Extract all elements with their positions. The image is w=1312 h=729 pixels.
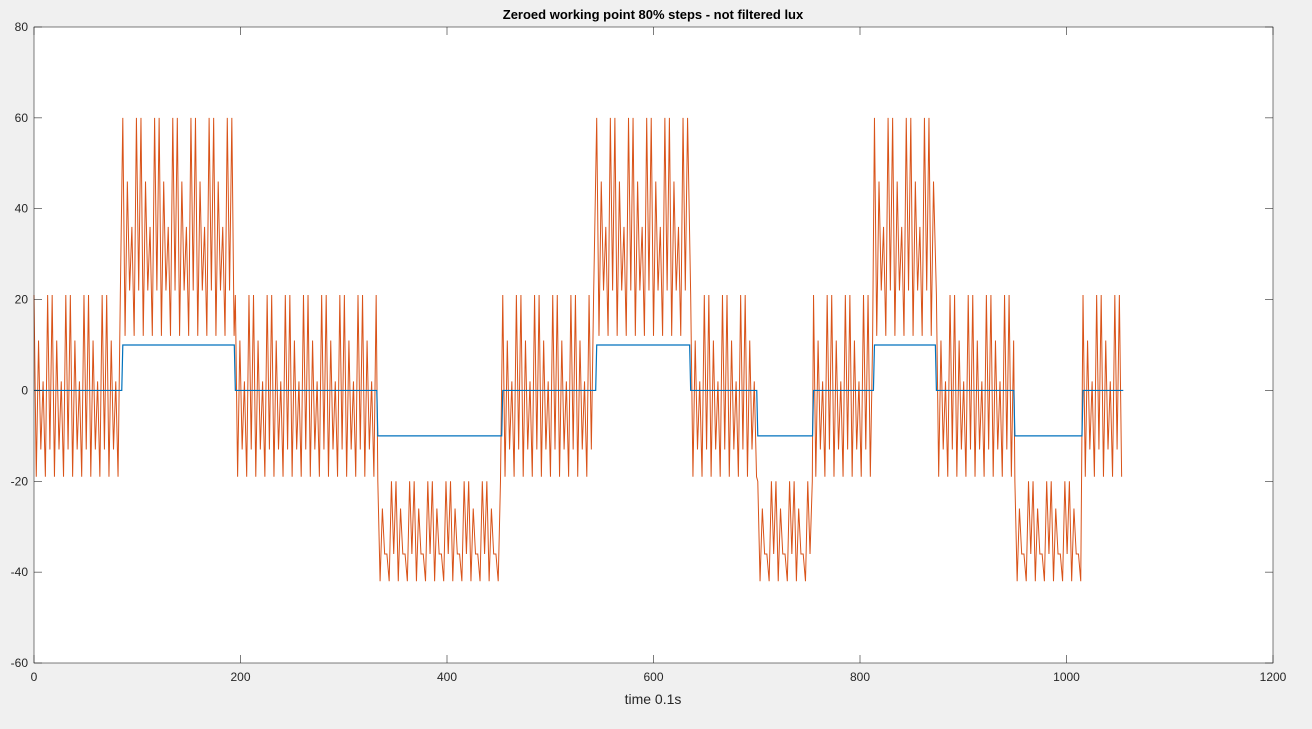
- y-tick-label: -20: [11, 474, 29, 488]
- x-tick-label: 1200: [1260, 670, 1287, 684]
- x-tick-label: 400: [437, 670, 457, 684]
- x-tick-label: 1000: [1053, 670, 1080, 684]
- chart-title: Zeroed working point 80% steps - not fil…: [503, 7, 804, 22]
- x-tick-label: 0: [31, 670, 38, 684]
- y-tick-label: 40: [15, 202, 29, 216]
- y-tick-label: -40: [11, 565, 29, 579]
- x-tick-label: 600: [643, 670, 663, 684]
- axes-box: [33, 26, 1274, 664]
- y-tick-label: 80: [15, 20, 29, 34]
- x-tick-label: 800: [850, 670, 870, 684]
- y-tick-label: 60: [15, 111, 29, 125]
- setpoint-series: [34, 344, 1124, 437]
- y-tick-label: 0: [21, 383, 28, 397]
- measured-lux-series: [33, 117, 1123, 582]
- x-axis-label: time 0.1s: [625, 691, 682, 707]
- ticks-layer: 0 200 400 600 800 1000 1200 -60 -40 -20 0 20 40 60 80: [11, 20, 1287, 684]
- y-tick-label: -60: [11, 656, 29, 670]
- x-tick-label: 200: [230, 670, 250, 684]
- series-layer: [33, 117, 1124, 582]
- y-tick-label: 20: [15, 293, 29, 307]
